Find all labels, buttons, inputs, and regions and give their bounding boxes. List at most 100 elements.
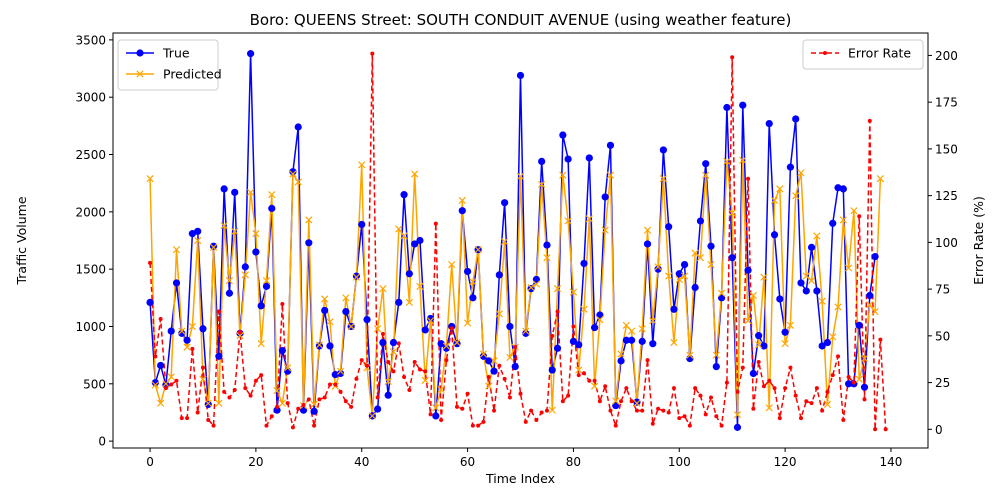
point-true bbox=[860, 383, 869, 391]
point-true bbox=[559, 131, 567, 139]
point-error-rate bbox=[327, 382, 332, 387]
point-predicted bbox=[273, 387, 281, 395]
point-error-rate bbox=[777, 416, 782, 421]
point-true bbox=[463, 267, 472, 276]
point-predicted bbox=[829, 333, 837, 341]
point-true bbox=[765, 119, 773, 128]
point-true bbox=[564, 155, 572, 163]
point-true bbox=[432, 412, 440, 420]
point-true bbox=[839, 185, 847, 193]
point-predicted bbox=[739, 156, 747, 164]
point-true bbox=[411, 240, 419, 248]
point-predicted bbox=[474, 246, 482, 254]
point-true bbox=[395, 298, 403, 307]
point-predicted bbox=[792, 192, 800, 200]
point-true bbox=[289, 168, 297, 176]
point-error-rate bbox=[354, 376, 359, 381]
y2-tick-label: 100 bbox=[935, 236, 958, 250]
point-true bbox=[305, 239, 313, 247]
point-true bbox=[157, 361, 165, 370]
point-error-rate bbox=[306, 397, 311, 402]
legend-marker-predicted bbox=[136, 70, 144, 78]
point-predicted bbox=[649, 317, 657, 325]
point-error-rate bbox=[158, 317, 163, 322]
point-error-rate bbox=[873, 427, 878, 432]
point-true bbox=[501, 199, 509, 207]
point-predicted bbox=[172, 246, 181, 254]
point-true bbox=[654, 265, 662, 273]
point-predicted bbox=[347, 322, 355, 331]
point-true bbox=[739, 101, 747, 109]
point-true bbox=[744, 266, 752, 274]
point-true bbox=[389, 338, 398, 347]
point-predicted bbox=[733, 411, 742, 419]
point-true bbox=[453, 340, 461, 348]
point-true bbox=[696, 217, 705, 225]
point-error-rate bbox=[433, 221, 438, 226]
point-true bbox=[728, 254, 736, 262]
point-error-rate bbox=[756, 360, 761, 365]
point-predicted bbox=[723, 157, 731, 166]
point-error-rate bbox=[597, 399, 602, 404]
point-true bbox=[733, 423, 742, 431]
point-error-rate bbox=[465, 391, 470, 396]
point-error-rate bbox=[608, 408, 613, 413]
point-error-rate bbox=[243, 386, 248, 391]
point-error-rate bbox=[619, 399, 624, 404]
point-predicted bbox=[569, 288, 578, 296]
point-true bbox=[379, 338, 387, 347]
legend-left: True Predicted bbox=[117, 39, 222, 91]
point-true bbox=[723, 103, 731, 112]
point-predicted bbox=[638, 325, 646, 333]
point-true bbox=[426, 314, 435, 323]
point-predicted bbox=[844, 264, 853, 272]
point-predicted bbox=[432, 404, 440, 412]
point-error-rate bbox=[301, 403, 306, 408]
point-error-rate bbox=[481, 419, 486, 424]
point-error-rate bbox=[539, 410, 544, 415]
point-predicted bbox=[368, 412, 376, 420]
point-true bbox=[384, 391, 392, 399]
point-predicted bbox=[405, 298, 413, 307]
point-predicted bbox=[670, 338, 678, 347]
point-error-rate bbox=[396, 341, 401, 346]
point-true bbox=[712, 363, 720, 371]
point-true bbox=[511, 363, 519, 371]
point-true bbox=[374, 405, 382, 413]
y-tick-label: 0 bbox=[98, 435, 106, 449]
point-predicted bbox=[876, 174, 884, 183]
point-predicted bbox=[776, 185, 784, 193]
point-error-rate bbox=[375, 395, 380, 400]
point-predicted bbox=[458, 196, 466, 205]
point-true bbox=[760, 342, 768, 350]
point-true bbox=[665, 223, 673, 231]
point-predicted bbox=[680, 272, 689, 280]
point-error-rate bbox=[380, 331, 385, 336]
point-error-rate bbox=[280, 302, 285, 307]
point-true bbox=[797, 279, 805, 287]
point-error-rate bbox=[407, 388, 412, 393]
legend-label-true: True bbox=[162, 46, 190, 61]
point-error-rate bbox=[296, 406, 301, 411]
point-predicted bbox=[823, 400, 832, 409]
point-error-rate bbox=[153, 354, 158, 359]
point-predicted bbox=[315, 341, 324, 349]
point-error-rate bbox=[746, 176, 751, 181]
point-error-rate bbox=[613, 423, 618, 428]
x-tick-label: 120 bbox=[774, 455, 797, 469]
point-error-rate bbox=[603, 384, 608, 389]
point-error-rate bbox=[449, 326, 454, 331]
point-true bbox=[649, 340, 657, 348]
point-predicted bbox=[463, 319, 472, 327]
point-predicted bbox=[585, 215, 593, 223]
x-axis-label: Time Index bbox=[485, 471, 555, 486]
series-line-error-rate bbox=[149, 52, 887, 431]
point-predicted bbox=[871, 307, 879, 316]
point-error-rate bbox=[809, 401, 814, 406]
point-predicted bbox=[548, 406, 556, 414]
point-true bbox=[178, 329, 186, 337]
point-true bbox=[194, 227, 202, 235]
point-predicted bbox=[268, 191, 276, 199]
point-true bbox=[707, 242, 715, 250]
point-predicted bbox=[426, 317, 435, 325]
